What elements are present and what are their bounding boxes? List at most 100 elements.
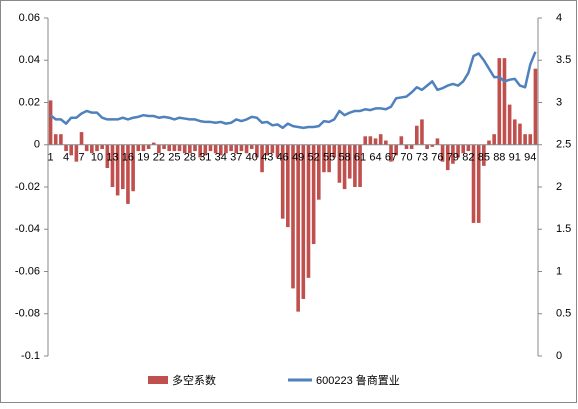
- bar: [363, 136, 368, 145]
- x-tick-label: 19: [137, 152, 149, 164]
- bar: [301, 144, 306, 299]
- bar: [100, 144, 104, 149]
- bar: [476, 144, 481, 223]
- bar: [451, 144, 455, 164]
- y-tick-label: 0.04: [19, 54, 40, 66]
- bar: [234, 144, 239, 154]
- y2-tick-label: 4: [556, 12, 562, 24]
- x-tick-label: 61: [354, 152, 366, 164]
- bar: [512, 119, 517, 145]
- bar: [306, 144, 311, 278]
- bar: [90, 144, 94, 154]
- bar: [332, 144, 337, 158]
- x-tick-label: 4: [63, 152, 69, 164]
- bar: [466, 144, 471, 152]
- bar: [182, 144, 187, 154]
- bar: [347, 144, 352, 179]
- bar: [461, 144, 466, 154]
- bar: [322, 144, 326, 173]
- bar: [435, 138, 440, 145]
- bar: [162, 144, 166, 149]
- bar: [265, 144, 270, 156]
- bar: [409, 144, 414, 149]
- x-tick-label: 67: [385, 152, 397, 164]
- y-tick-label: -0.04: [15, 223, 40, 235]
- x-tick-label: 28: [184, 152, 196, 164]
- x-tick-label: 34: [215, 152, 227, 164]
- bar: [203, 144, 208, 156]
- bar: [229, 144, 233, 152]
- x-tick-label: 82: [462, 152, 474, 164]
- x-tick-label: 10: [91, 152, 103, 164]
- bar: [425, 144, 429, 149]
- x-tick-label: 52: [308, 152, 320, 164]
- bar: [193, 144, 197, 152]
- bar: [120, 144, 125, 190]
- bar: [471, 144, 476, 223]
- x-tick-label: 37: [230, 152, 242, 164]
- y2-tick-label: 2: [556, 181, 562, 193]
- bar: [523, 134, 527, 145]
- x-tick-label: 1: [48, 152, 54, 164]
- bar: [404, 144, 409, 149]
- bar: [84, 144, 89, 152]
- bar: [430, 144, 435, 147]
- bar: [394, 144, 398, 156]
- x-tick-label: 13: [106, 152, 118, 164]
- y-tick-label: -0.1: [21, 350, 40, 362]
- bar: [533, 68, 538, 145]
- bar: [456, 144, 460, 158]
- bar: [399, 136, 404, 145]
- bar: [389, 144, 393, 162]
- bar: [384, 140, 388, 145]
- x-tick-label: 49: [292, 152, 304, 164]
- x-tick-label: 85: [478, 152, 490, 164]
- x-tick-label: 22: [153, 152, 165, 164]
- bar: [327, 144, 331, 173]
- bar: [528, 134, 533, 145]
- y2-tick-label: 0.5: [556, 308, 571, 320]
- bar: [311, 144, 316, 245]
- bar: [286, 144, 290, 228]
- x-tick-label: 79: [447, 152, 459, 164]
- bar: [188, 144, 192, 154]
- legend-label: 多空系数: [172, 373, 216, 387]
- bar: [487, 140, 491, 145]
- bar: [291, 144, 295, 289]
- x-tick-label: 7: [78, 152, 84, 164]
- y-tick-label: -0.08: [15, 308, 40, 320]
- bar: [492, 134, 496, 145]
- y2-tick-label: 1: [556, 265, 562, 277]
- line: [49, 51, 537, 130]
- legend-label: 600223 鲁商置业: [316, 373, 400, 387]
- x-tick-label: 25: [168, 152, 180, 164]
- bar: [270, 144, 275, 154]
- bar: [64, 144, 68, 152]
- bar: [368, 136, 373, 145]
- bar: [255, 144, 259, 158]
- bar: [358, 144, 362, 187]
- y2-tick-label: 3.5: [556, 54, 571, 66]
- bar: [482, 144, 486, 166]
- bar: [69, 144, 74, 156]
- bar: [213, 144, 218, 154]
- bar: [126, 144, 130, 204]
- bar: [177, 144, 182, 152]
- bar: [518, 123, 522, 145]
- bar: [74, 144, 79, 162]
- bar: [502, 58, 507, 145]
- bar: [260, 144, 264, 173]
- bar: [53, 134, 58, 145]
- bar: [136, 144, 141, 152]
- bar: [167, 144, 172, 152]
- bar: [280, 144, 285, 219]
- x-tick-label: 43: [261, 152, 273, 164]
- bar: [141, 144, 146, 152]
- bar: [218, 144, 223, 156]
- bar: [198, 144, 202, 158]
- bar: [420, 119, 424, 145]
- x-tick-label: 16: [122, 152, 134, 164]
- bar: [249, 144, 254, 149]
- y-tick-label: 0.06: [19, 12, 40, 24]
